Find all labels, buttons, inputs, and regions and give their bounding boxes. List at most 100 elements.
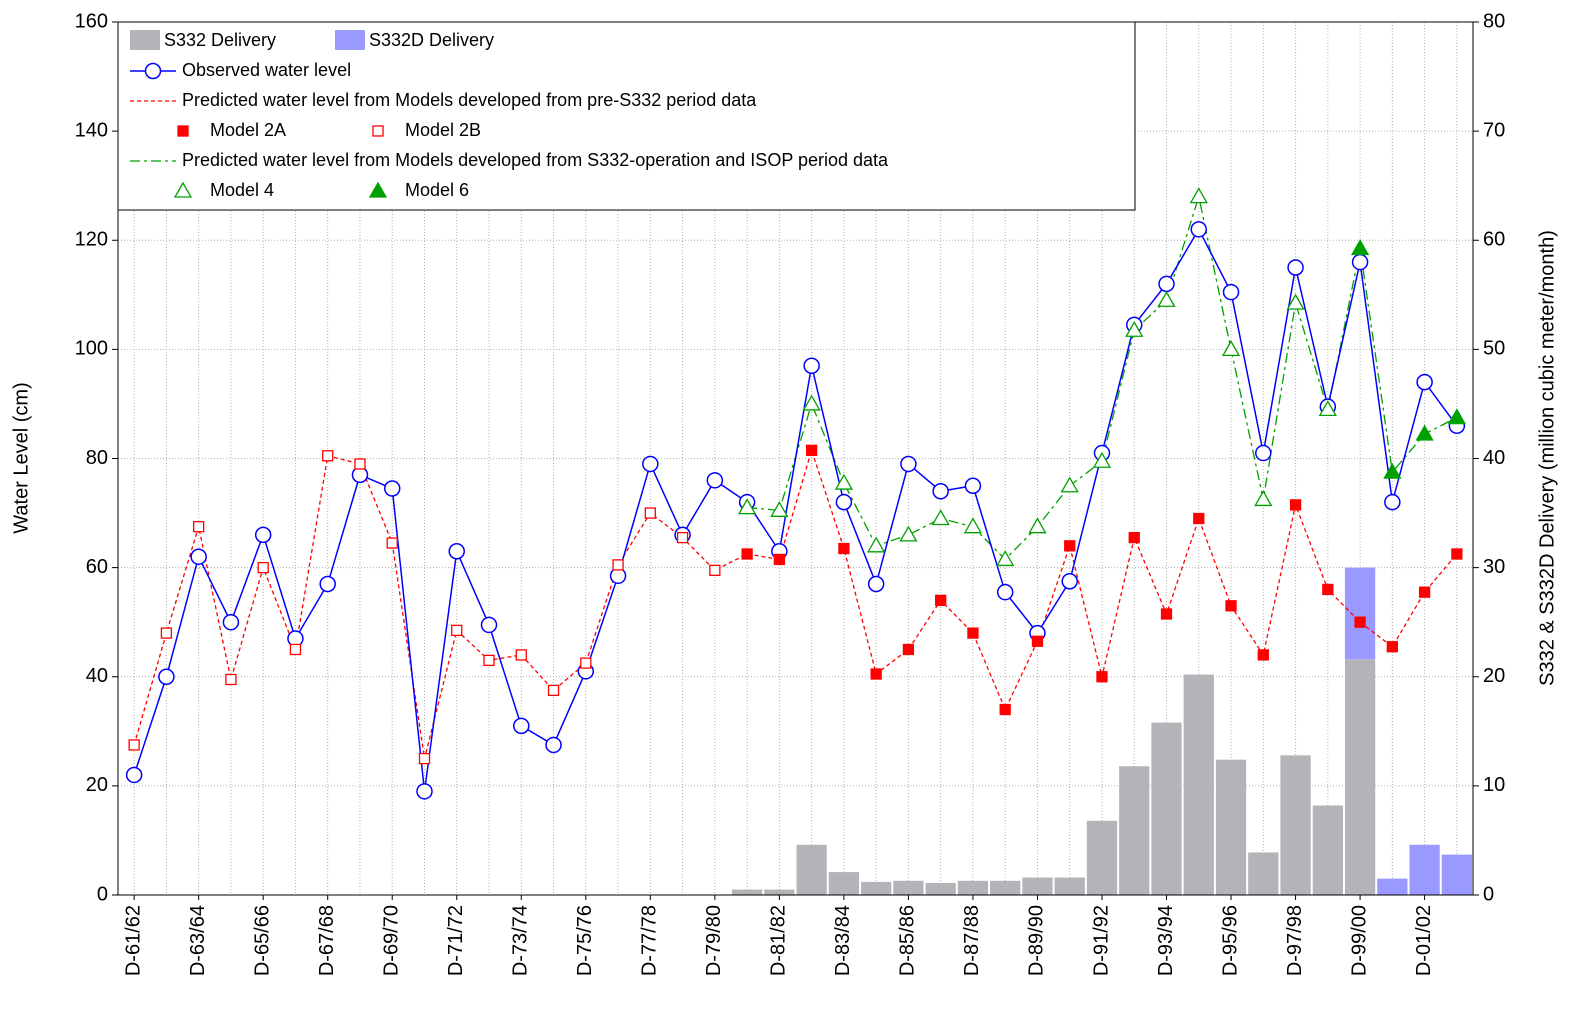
bar xyxy=(925,882,956,895)
x-tick-label: D-65/66 xyxy=(251,905,273,976)
point xyxy=(803,357,820,374)
point xyxy=(1351,253,1369,271)
bar xyxy=(1151,722,1182,895)
point xyxy=(963,517,983,534)
bar xyxy=(1022,877,1053,895)
point xyxy=(483,654,495,667)
bar xyxy=(1344,659,1376,895)
bar xyxy=(796,844,827,895)
point xyxy=(448,543,465,560)
legend-label: S332D Delivery xyxy=(369,30,494,50)
point xyxy=(935,594,947,607)
x-tick-label: D-73/74 xyxy=(510,905,532,976)
bar xyxy=(957,880,989,895)
y2-tick-label: 30 xyxy=(1483,556,1505,578)
point xyxy=(287,630,304,647)
legend-label: Predicted water level from Models develo… xyxy=(182,150,889,170)
x-tick-label: D-83/84 xyxy=(832,905,854,976)
point xyxy=(1255,444,1272,462)
point xyxy=(741,548,753,560)
point xyxy=(173,181,193,198)
y2-tick-label: 20 xyxy=(1483,665,1505,687)
point xyxy=(418,752,431,765)
y2-tick-label: 10 xyxy=(1483,774,1505,796)
x-tick-label: D-79/80 xyxy=(703,905,725,976)
point xyxy=(1350,239,1370,256)
point xyxy=(128,739,140,751)
predicted-line xyxy=(133,448,1458,759)
point xyxy=(1222,283,1240,301)
point xyxy=(773,553,786,566)
point xyxy=(160,627,173,639)
bar xyxy=(764,889,795,895)
x-tick-label: D-67/68 xyxy=(316,905,338,976)
y2-tick-label: 0 xyxy=(1483,883,1494,905)
point xyxy=(1354,616,1366,628)
y-tick-label: 0 xyxy=(97,883,108,905)
x-tick-label: D-63/64 xyxy=(187,905,209,976)
bar xyxy=(1312,805,1343,895)
point xyxy=(368,181,388,198)
point xyxy=(1125,320,1144,337)
point xyxy=(1322,583,1334,596)
point xyxy=(1193,512,1205,525)
point xyxy=(838,542,850,555)
bar xyxy=(828,872,860,895)
point xyxy=(867,575,885,593)
point xyxy=(805,444,818,456)
point xyxy=(1189,187,1208,204)
y2-axis-label: S332 & S332D Delivery (million cubic met… xyxy=(1536,230,1558,686)
bar xyxy=(731,889,763,895)
point xyxy=(1383,462,1402,479)
x-tick-label: D-01/02 xyxy=(1413,905,1435,976)
point xyxy=(1060,476,1079,493)
point xyxy=(964,477,982,495)
point xyxy=(1160,608,1173,620)
point xyxy=(1415,424,1434,441)
point xyxy=(193,521,205,533)
x-tick-label: D-99/00 xyxy=(1348,905,1370,976)
bar xyxy=(1248,852,1279,895)
y-tick-label: 140 xyxy=(75,119,108,141)
point xyxy=(932,482,949,500)
point xyxy=(1128,531,1140,544)
point xyxy=(322,450,334,462)
point xyxy=(999,703,1011,716)
y2-tick-label: 70 xyxy=(1483,119,1505,141)
point xyxy=(834,473,854,490)
point xyxy=(515,649,527,661)
legend-label: Model 6 xyxy=(405,180,469,200)
y2-tick-label: 80 xyxy=(1483,10,1505,32)
y-tick-label: 40 xyxy=(86,665,108,687)
point xyxy=(545,736,562,754)
point xyxy=(580,657,592,669)
bar xyxy=(1119,766,1150,895)
point xyxy=(835,493,853,511)
point xyxy=(900,455,917,473)
point xyxy=(737,498,757,515)
legend: S332 Delivery S332D Delivery Observed wate… xyxy=(117,21,1136,211)
x-tick-label: D-89/90 xyxy=(1026,905,1048,976)
x-tick-label: D-97/98 xyxy=(1284,905,1306,976)
x-tick-label: D-75/76 xyxy=(574,905,596,976)
bar xyxy=(1441,854,1472,895)
legend-swatch xyxy=(335,30,365,50)
y-tick-label: 20 xyxy=(86,774,108,796)
bar xyxy=(1054,877,1085,895)
point xyxy=(867,536,886,553)
x-tick-label: D-69/70 xyxy=(381,905,403,976)
point xyxy=(1092,451,1112,468)
y2-tick-label: 40 xyxy=(1483,447,1505,469)
point xyxy=(1386,641,1398,653)
bar xyxy=(990,880,1021,895)
y-tick-label: 80 xyxy=(86,447,108,469)
point xyxy=(1028,517,1047,534)
point xyxy=(770,501,789,517)
point xyxy=(1447,408,1466,425)
point xyxy=(319,575,336,593)
point xyxy=(870,668,882,680)
point xyxy=(802,394,821,411)
point xyxy=(158,668,175,685)
point xyxy=(1158,275,1175,293)
